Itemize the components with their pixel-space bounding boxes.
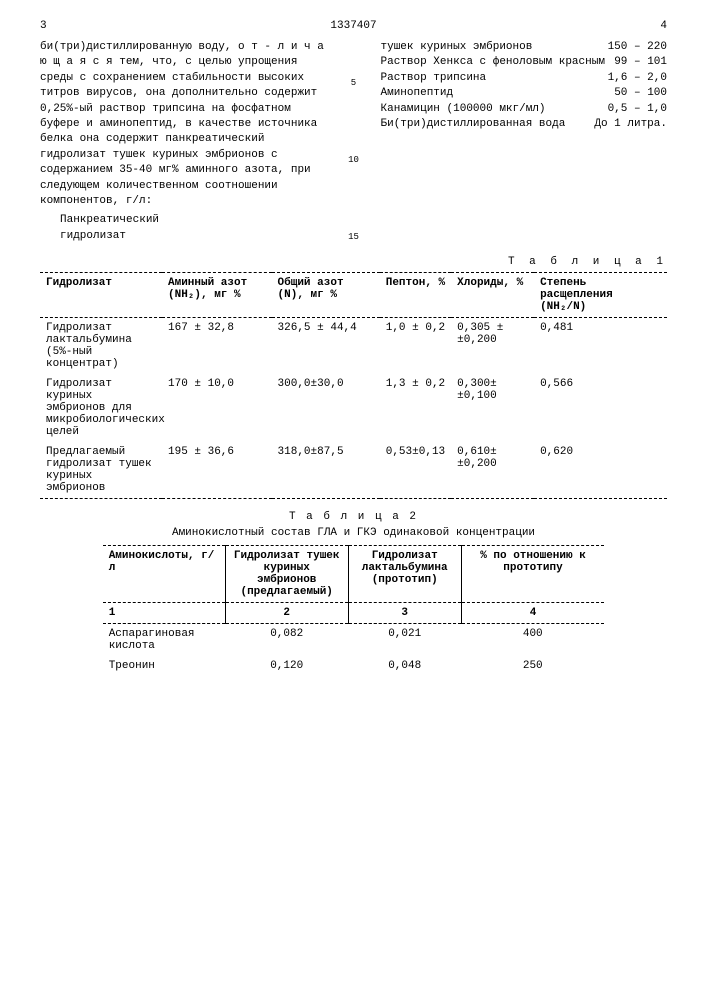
left-tail-1: Панкреатический: [60, 213, 327, 228]
t2-header: Аминокислоты, г/л: [103, 546, 226, 603]
ingredient-row: Раствор трипсина 1,6 – 2,0: [381, 71, 668, 86]
t2-colnum: 3: [348, 603, 461, 624]
ingredient-value: 99 – 101: [614, 55, 667, 70]
t1-cell: 0,620: [534, 442, 667, 499]
ingredient-name: Раствор Хенкса с феноловым красным: [381, 55, 615, 70]
table-row: Гидролизат куриных эмбрионов для микроби…: [40, 374, 667, 442]
ingredient-name: Би(три)дистиллированная вода: [381, 117, 595, 132]
t1-cell: 167 ± 32,8: [162, 318, 272, 375]
ingredient-value: 0,5 – 1,0: [608, 102, 667, 117]
table-row: Треонин 0,120 0,048 250: [103, 656, 605, 676]
ingredient-value: 50 – 100: [614, 86, 667, 101]
doc-number: 1337407: [330, 20, 376, 32]
t2-cell: 0,120: [225, 656, 348, 676]
t2-header: Гидролизат лактальбумина (прототип): [348, 546, 461, 603]
table-row: Предлагаемый гидролизат тушек куриных эм…: [40, 442, 667, 499]
ingredient-name: Канамицин (100000 мкг/мл): [381, 102, 608, 117]
page-num-right: 4: [660, 20, 667, 32]
ingredient-name: тушек куриных эмбрионов: [381, 40, 608, 55]
page-header: 3 1337407 4: [40, 20, 667, 32]
ingredient-row: Раствор Хенкса с феноловым красным 99 – …: [381, 55, 668, 70]
t1-cell: Гидролизат куриных эмбрионов для микроби…: [40, 374, 162, 442]
t1-header: Пептон, %: [380, 273, 451, 318]
t1-cell: 0,481: [534, 318, 667, 375]
t1-cell: 1,3 ± 0,2: [380, 374, 451, 442]
table-row: Аспарагиновая кислота 0,082 0,021 400: [103, 624, 605, 657]
t2-cell: 0,021: [348, 624, 461, 657]
t1-header: Степень расщепления (NH₂/N): [534, 273, 667, 318]
table1-caption: Т а б л и ц а 1: [40, 256, 667, 268]
t2-cell: 400: [461, 624, 604, 657]
t1-cell: 0,53±0,13: [380, 442, 451, 499]
t1-cell: 326,5 ± 44,4: [272, 318, 380, 375]
table2-caption: Т а б л и ц а 2: [40, 511, 667, 523]
t2-cell: Треонин: [103, 656, 226, 676]
t2-cell: Аспарагиновая кислота: [103, 624, 226, 657]
ingredient-row: тушек куриных эмбрионов 150 – 220: [381, 40, 668, 55]
t2-colnum: 4: [461, 603, 604, 624]
t2-header: Гидролизат тушек куриных эмбрионов (пред…: [225, 546, 348, 603]
t1-cell: 300,0±30,0: [272, 374, 380, 442]
t1-cell: 0,610± ±0,200: [451, 442, 534, 499]
page-num-left: 3: [40, 20, 47, 32]
t2-colnum: 1: [103, 603, 226, 624]
t1-cell: 0,305 ± ±0,200: [451, 318, 534, 375]
ingredient-value: 150 – 220: [608, 40, 667, 55]
t2-cell: 250: [461, 656, 604, 676]
t1-cell: 195 ± 36,6: [162, 442, 272, 499]
t1-header: Хлориды, %: [451, 273, 534, 318]
table-1: Гидролизат Аминный азот (NH₂), мг % Общи…: [40, 272, 667, 499]
t2-cell: 0,048: [348, 656, 461, 676]
ingredient-row: Аминопептид 50 – 100: [381, 86, 668, 101]
ingredient-row: Би(три)дистиллированная вода До 1 литра.: [381, 117, 668, 132]
line-num: 15: [348, 232, 359, 242]
t2-header: % по отношению к прототипу: [461, 546, 604, 603]
ingredient-name: Раствор трипсина: [381, 71, 608, 86]
t1-cell: Гидролизат лактальбумина (5%-ный концент…: [40, 318, 162, 375]
t1-header: Гидролизат: [40, 273, 162, 318]
left-column: би(три)дистиллированную воду, о т - л и …: [40, 40, 327, 244]
body-columns: би(три)дистиллированную воду, о т - л и …: [40, 40, 667, 244]
t1-header: Аминный азот (NH₂), мг %: [162, 273, 272, 318]
t2-cell: 0,082: [225, 624, 348, 657]
line-number-gutter: 5 10 15: [347, 40, 361, 244]
t1-cell: 1,0 ± 0,2: [380, 318, 451, 375]
line-num: 10: [348, 155, 359, 165]
t2-colnum: 2: [225, 603, 348, 624]
ingredient-row: Канамицин (100000 мкг/мл) 0,5 – 1,0: [381, 102, 668, 117]
line-num: 5: [351, 78, 356, 88]
t1-cell: 170 ± 10,0: [162, 374, 272, 442]
t1-cell: 0,566: [534, 374, 667, 442]
t1-cell: 318,0±87,5: [272, 442, 380, 499]
right-column: тушек куриных эмбрионов 150 – 220 Раство…: [381, 40, 668, 244]
t1-header: Общий азот (N), мг %: [272, 273, 380, 318]
ingredient-name: Аминопептид: [381, 86, 615, 101]
left-tail-2: гидролизат: [60, 229, 327, 244]
t1-cell: Предлагаемый гидролизат тушек куриных эм…: [40, 442, 162, 499]
left-paragraph: би(три)дистиллированную воду, о т - л и …: [40, 41, 324, 207]
ingredient-value: До 1 литра.: [594, 117, 667, 132]
t1-cell: 0,300± ±0,100: [451, 374, 534, 442]
table-2: Аминокислоты, г/л Гидролизат тушек курин…: [103, 545, 605, 676]
ingredient-value: 1,6 – 2,0: [608, 71, 667, 86]
table-row: Гидролизат лактальбумина (5%-ный концент…: [40, 318, 667, 375]
table2-subcaption: Аминокислотный состав ГЛА и ГКЭ одинаков…: [40, 527, 667, 539]
